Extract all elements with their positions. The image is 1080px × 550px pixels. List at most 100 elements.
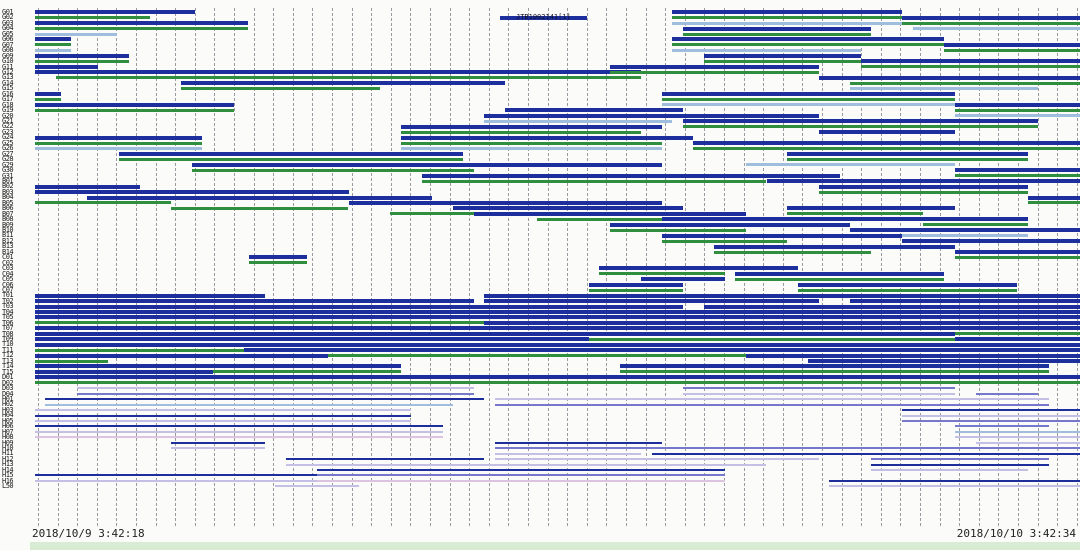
bar-segment [35,97,62,101]
bar-segment [191,168,474,172]
gridline [77,8,79,526]
axis-end-timestamp: 2018/10/10 3:42:34 [956,527,1076,540]
bar-segment [118,157,464,161]
bar-segment [484,293,1080,298]
row-label: H16 [2,476,14,485]
bar-segment [641,277,725,282]
bar-segment [818,184,1028,189]
bar-segment [35,369,213,374]
row-label: H06 [2,422,14,431]
row-label: C05 [2,275,14,284]
row-label: C02 [2,258,14,267]
bar-segment [944,48,1080,52]
bar-segment [662,97,955,101]
gridline [410,8,412,526]
row-label: G05 [2,29,14,38]
bar-segment [588,337,955,341]
row-label: T10 [2,340,14,349]
bar-segment [35,201,171,205]
gridline [96,8,98,526]
row-label: H05 [2,416,14,425]
bottom-scroll-strip[interactable] [30,542,1080,550]
bar-segment [181,87,380,91]
row-label: B10 [2,226,14,234]
bar-segment [902,234,1028,238]
bar-segment [249,255,307,260]
bar-segment [902,414,1080,417]
gridline [273,8,275,526]
gridline [802,8,804,526]
bar-segment [599,266,798,271]
bar-segment [35,419,412,422]
gridline [978,8,980,526]
bar-segment [118,151,464,156]
bar-segment [662,91,955,96]
row-label: G13 [2,73,14,82]
row-label: B02 [2,182,14,191]
bar-segment [536,217,662,221]
row-label: B07 [2,209,14,218]
bar-segment [35,32,117,36]
bar-segment [484,119,673,123]
bar-segment: JTB1002141[1] [500,12,587,21]
bar-segment [327,354,746,358]
bar-segment [484,320,1080,325]
bar-segment [35,375,1080,380]
row-label: B09 [2,220,14,229]
row-label: H04 [2,411,14,420]
bar-segment [35,91,62,96]
row-label: T11 [2,345,14,354]
row-label: G17 [2,95,14,104]
bar-segment [871,463,1049,466]
gridline [547,8,549,526]
row-label: G15 [2,84,14,93]
row-label: G24 [2,133,14,142]
bar-segment [829,485,1080,488]
bar-segment [588,282,683,287]
bar-annotation: JTB1002141[1] [515,12,571,21]
bar-segment [609,64,819,69]
bar-segment [850,87,1039,91]
row-label: H12 [2,454,14,463]
row-label: H01 [2,394,14,403]
gridline [1037,8,1039,526]
row-label: G26 [2,144,14,153]
bar-segment [682,392,955,395]
bar-segment [682,125,1039,129]
axis-start-timestamp: 2018/10/9 3:42:18 [32,527,145,540]
bar-segment [1027,195,1080,200]
bar-segment [35,190,349,195]
bar-segment [35,430,443,433]
bar-segment [975,392,1039,395]
row-label: D04 [2,389,14,398]
bar-segment [808,359,1080,364]
row-label: T05 [2,313,14,322]
bar-segment [317,474,725,477]
gridline [175,8,177,526]
gridline [253,8,255,526]
row-label: L50 [2,482,14,491]
bar-segment [954,250,1080,255]
bar-segment [390,212,474,216]
bar-segment [35,70,642,75]
gridline [528,8,529,526]
bar-segment [35,21,249,26]
bar-segment [494,398,1049,401]
row-label: D02 [2,378,14,387]
bar-segment [35,409,412,412]
row-label: C07 [2,285,14,294]
bar-segment [662,233,903,238]
bar-segment [745,163,955,167]
row-label: G18 [2,100,14,109]
bar-segment [912,27,1080,31]
row-label: T01 [2,291,14,300]
bar-segment [505,108,683,113]
row-label: G09 [2,51,14,60]
row-label: T14 [2,362,14,371]
row-label: B05 [2,198,14,207]
bar-segment [682,26,871,31]
bar-segment [902,15,1080,20]
row-label: D03 [2,384,14,393]
